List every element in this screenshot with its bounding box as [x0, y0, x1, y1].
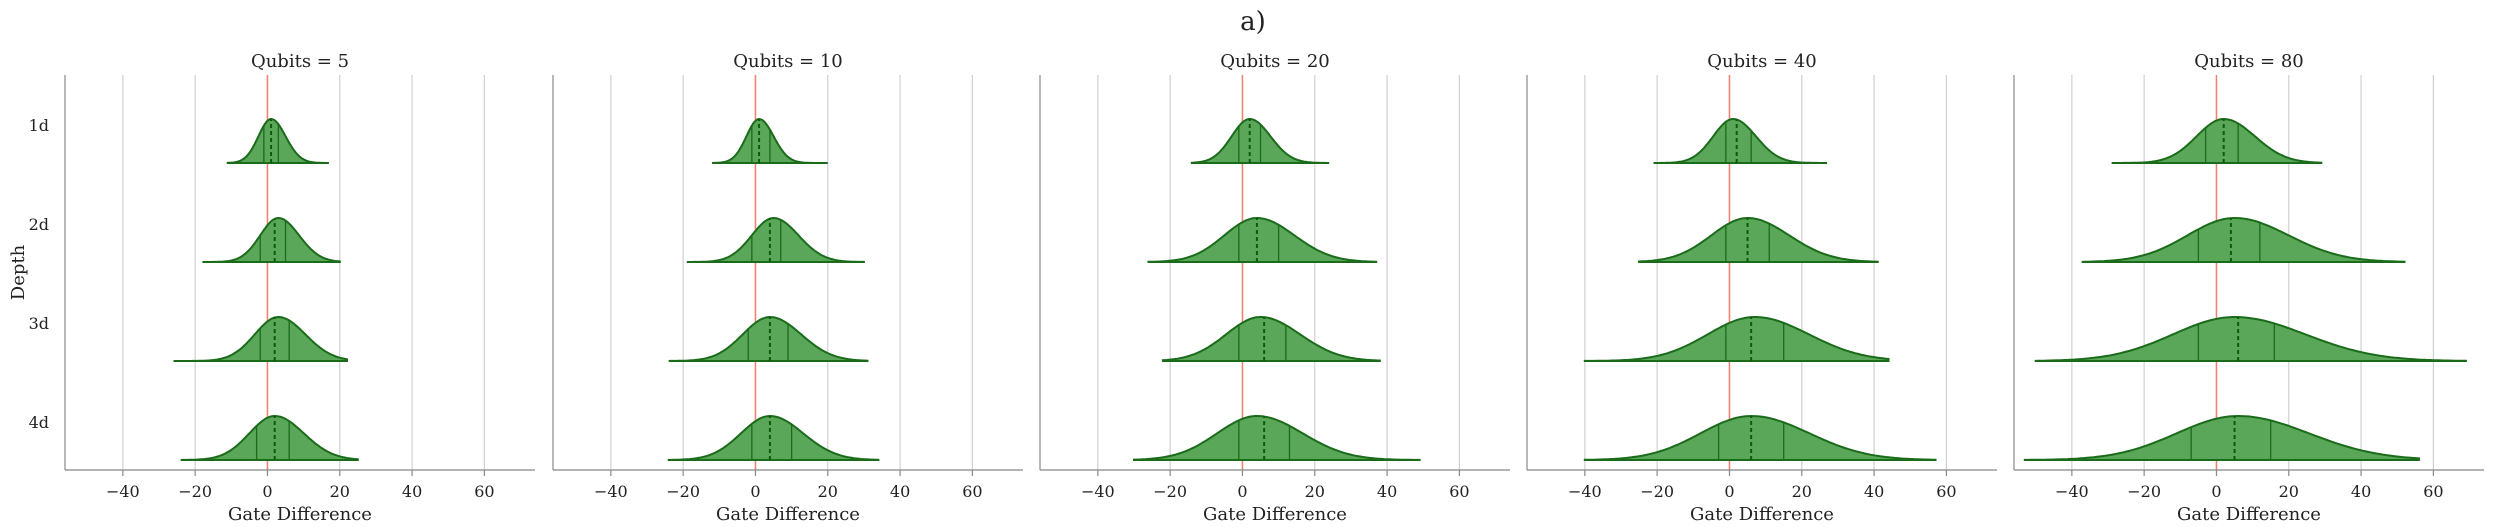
x-axis-label: Gate Difference	[1203, 504, 1347, 525]
x-axis-label: Gate Difference	[716, 504, 860, 525]
panel-title: Qubits = 40	[1707, 51, 1817, 72]
violin-4d	[2023, 414, 2420, 461]
violin-2d	[1638, 217, 1879, 263]
panels: Qubits = 5 −40 −20 0 20 40 60 Gate Difference 1d…	[8, 51, 2484, 525]
x-tick-label: −40	[2055, 482, 2089, 501]
x-tick-label: 20	[1305, 482, 1325, 501]
violin-1d	[1653, 117, 1828, 164]
x-tick-label: −40	[1081, 482, 1115, 501]
violin-body	[1583, 414, 1937, 461]
violin-2d	[202, 217, 341, 263]
x-tick-label: 20	[1792, 482, 1812, 501]
violin-3d	[2034, 316, 2467, 362]
panel-1: Qubits = 5 −40 −20 0 20 40 60 Gate Difference 1d…	[8, 51, 535, 525]
violin-1d	[711, 117, 828, 164]
violin-3d	[668, 315, 869, 362]
x-tick-label: −20	[178, 482, 212, 501]
x-tick-label: 60	[1936, 482, 1956, 501]
panel-3: Qubits = 20 −40 −20 0 20 40 60 Gate Difference	[1039, 51, 1510, 525]
figure-title: a)	[1240, 7, 1266, 37]
violin-body	[1161, 316, 1381, 362]
panel-title: Qubits = 5	[251, 51, 349, 72]
violin-3d	[1161, 316, 1381, 362]
violin-body	[2023, 414, 2420, 461]
violin-1d	[226, 118, 329, 164]
x-tick-label: 40	[402, 482, 422, 501]
panel-2: Qubits = 10 −40 −20 0 20 40 60 Gate Difference	[552, 51, 1023, 525]
violin-body	[2111, 117, 2323, 164]
x-tick-label: −40	[106, 482, 140, 501]
panel-4: Qubits = 40 −40 −20 0 20 40 60 Gate Difference	[1526, 51, 1997, 525]
y-axis-label: Depth	[8, 244, 29, 300]
violin-4d	[667, 414, 880, 461]
violin-body	[1638, 217, 1879, 263]
x-axis-label: Gate Difference	[2177, 504, 2321, 525]
x-tick-label: 60	[2423, 482, 2443, 501]
x-tick-label: 40	[1377, 482, 1397, 501]
violin-body	[2081, 217, 2406, 263]
y-tick-label: 4d	[29, 413, 49, 432]
violin-2d	[2081, 217, 2406, 263]
violin-2d	[1147, 217, 1378, 263]
x-tick-label: −20	[1153, 482, 1187, 501]
x-tick-label: 40	[890, 482, 910, 501]
violin-body	[686, 216, 865, 263]
x-tick-label: 60	[474, 482, 494, 501]
violin-4d	[180, 415, 359, 461]
x-tick-label: −20	[2127, 482, 2161, 501]
violin-body	[180, 415, 359, 461]
x-tick-label: 20	[818, 482, 838, 501]
violin-4d	[1133, 415, 1421, 461]
violin-body	[1583, 316, 1890, 362]
panel-title: Qubits = 10	[733, 51, 843, 72]
panel-title: Qubits = 20	[1220, 51, 1330, 72]
x-tick-label: 60	[1449, 482, 1469, 501]
y-tick-label: 3d	[29, 314, 49, 333]
x-tick-label: −40	[594, 482, 628, 501]
panel-5: Qubits = 80 −40 −20 0 20 40 60 Gate Difference	[2013, 51, 2484, 525]
violin-2d	[686, 216, 865, 263]
x-tick-label: 60	[962, 482, 982, 501]
violin-4d	[1583, 414, 1937, 461]
violin-1d	[2111, 117, 2323, 164]
x-axis-label: Gate Difference	[1690, 504, 1834, 525]
violin-3d	[173, 316, 348, 362]
y-tick-label: 2d	[29, 215, 49, 234]
x-tick-label: −20	[1640, 482, 1674, 501]
violin-3d	[1583, 316, 1890, 362]
violin-1d	[1190, 118, 1330, 164]
violin-body	[1653, 117, 1828, 164]
x-tick-label: 20	[330, 482, 350, 501]
x-tick-label: 40	[1864, 482, 1884, 501]
x-tick-label: 20	[2279, 482, 2299, 501]
x-tick-label: 0	[1724, 482, 1734, 501]
violin-body	[668, 315, 869, 362]
y-tick-label: 1d	[29, 116, 49, 135]
x-tick-label: 0	[262, 482, 272, 501]
x-tick-label: −40	[1568, 482, 1602, 501]
x-tick-label: 0	[1237, 482, 1247, 501]
violin-body	[1133, 415, 1421, 461]
violin-body	[2034, 316, 2467, 362]
violin-body	[1147, 217, 1378, 263]
panel-title: Qubits = 80	[2194, 51, 2304, 72]
x-tick-label: 0	[2211, 482, 2221, 501]
x-tick-label: 40	[2351, 482, 2371, 501]
violin-body	[667, 414, 880, 461]
violin-body	[202, 217, 341, 263]
x-tick-label: −20	[666, 482, 700, 501]
x-tick-label: 0	[750, 482, 760, 501]
x-axis-label: Gate Difference	[228, 504, 372, 525]
